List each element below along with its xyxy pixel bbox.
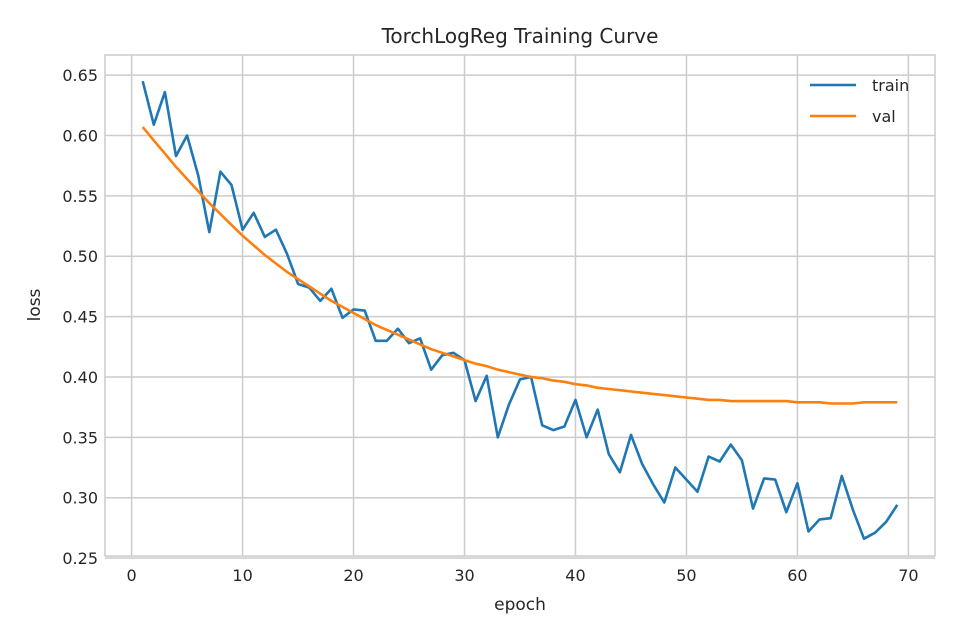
y-tick-label: 0.30 [62, 489, 98, 508]
tick-labels: 0 10 20 30 40 50 60 70 0.25 0.30 0.35 0.40 0.45 0.50 0… [62, 66, 918, 585]
y-tick-label: 0.50 [62, 247, 98, 266]
y-tick-label: 0.25 [62, 549, 98, 568]
x-tick-label: 50 [676, 566, 696, 585]
series-line-train [141, 80, 899, 541]
grid [105, 55, 935, 559]
legend-label-val: val [872, 107, 896, 126]
y-axis-label: loss [25, 288, 45, 321]
y-tick-label: 0.35 [62, 428, 98, 447]
y-tick-label: 0.65 [62, 66, 98, 85]
series-lines [141, 80, 899, 541]
y-tick-label: 0.45 [62, 308, 98, 327]
y-tick-label: 0.60 [62, 127, 98, 146]
x-tick-label: 10 [232, 566, 252, 585]
x-tick-label: 20 [343, 566, 363, 585]
x-axis-label: epoch [494, 595, 546, 615]
x-tick-label: 60 [787, 566, 807, 585]
chart-title: TorchLogReg Training Curve [381, 24, 659, 48]
y-tick-label: 0.55 [62, 187, 98, 206]
x-tick-label: 70 [898, 566, 918, 585]
legend: train val [810, 76, 909, 126]
series-line-val [141, 126, 898, 405]
x-tick-label: 30 [454, 566, 474, 585]
x-tick-label: 0 [127, 566, 137, 585]
plot-frame [104, 54, 936, 557]
legend-label-train: train [872, 76, 909, 95]
y-tick-label: 0.40 [62, 368, 98, 387]
x-tick-label: 40 [565, 566, 585, 585]
